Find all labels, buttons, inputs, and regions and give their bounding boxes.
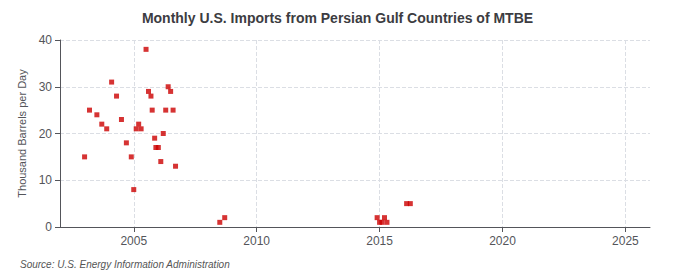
svg-text:Monthly U.S. Imports from Pers: Monthly U.S. Imports from Persian Gulf C… [142, 10, 533, 26]
svg-text:Source: U.S. Energy Informatio: Source: U.S. Energy Information Administ… [20, 259, 230, 270]
svg-text:40: 40 [39, 33, 53, 47]
svg-text:30: 30 [39, 80, 53, 94]
svg-text:20: 20 [39, 127, 53, 141]
svg-text:0: 0 [45, 220, 52, 234]
svg-text:2010: 2010 [243, 234, 270, 248]
svg-text:2020: 2020 [489, 234, 516, 248]
svg-text:2005: 2005 [120, 234, 147, 248]
svg-text:Thousand Barrels per Day: Thousand Barrels per Day [16, 69, 28, 198]
svg-text:2025: 2025 [612, 234, 639, 248]
svg-text:10: 10 [39, 173, 53, 187]
svg-text:2015: 2015 [366, 234, 393, 248]
